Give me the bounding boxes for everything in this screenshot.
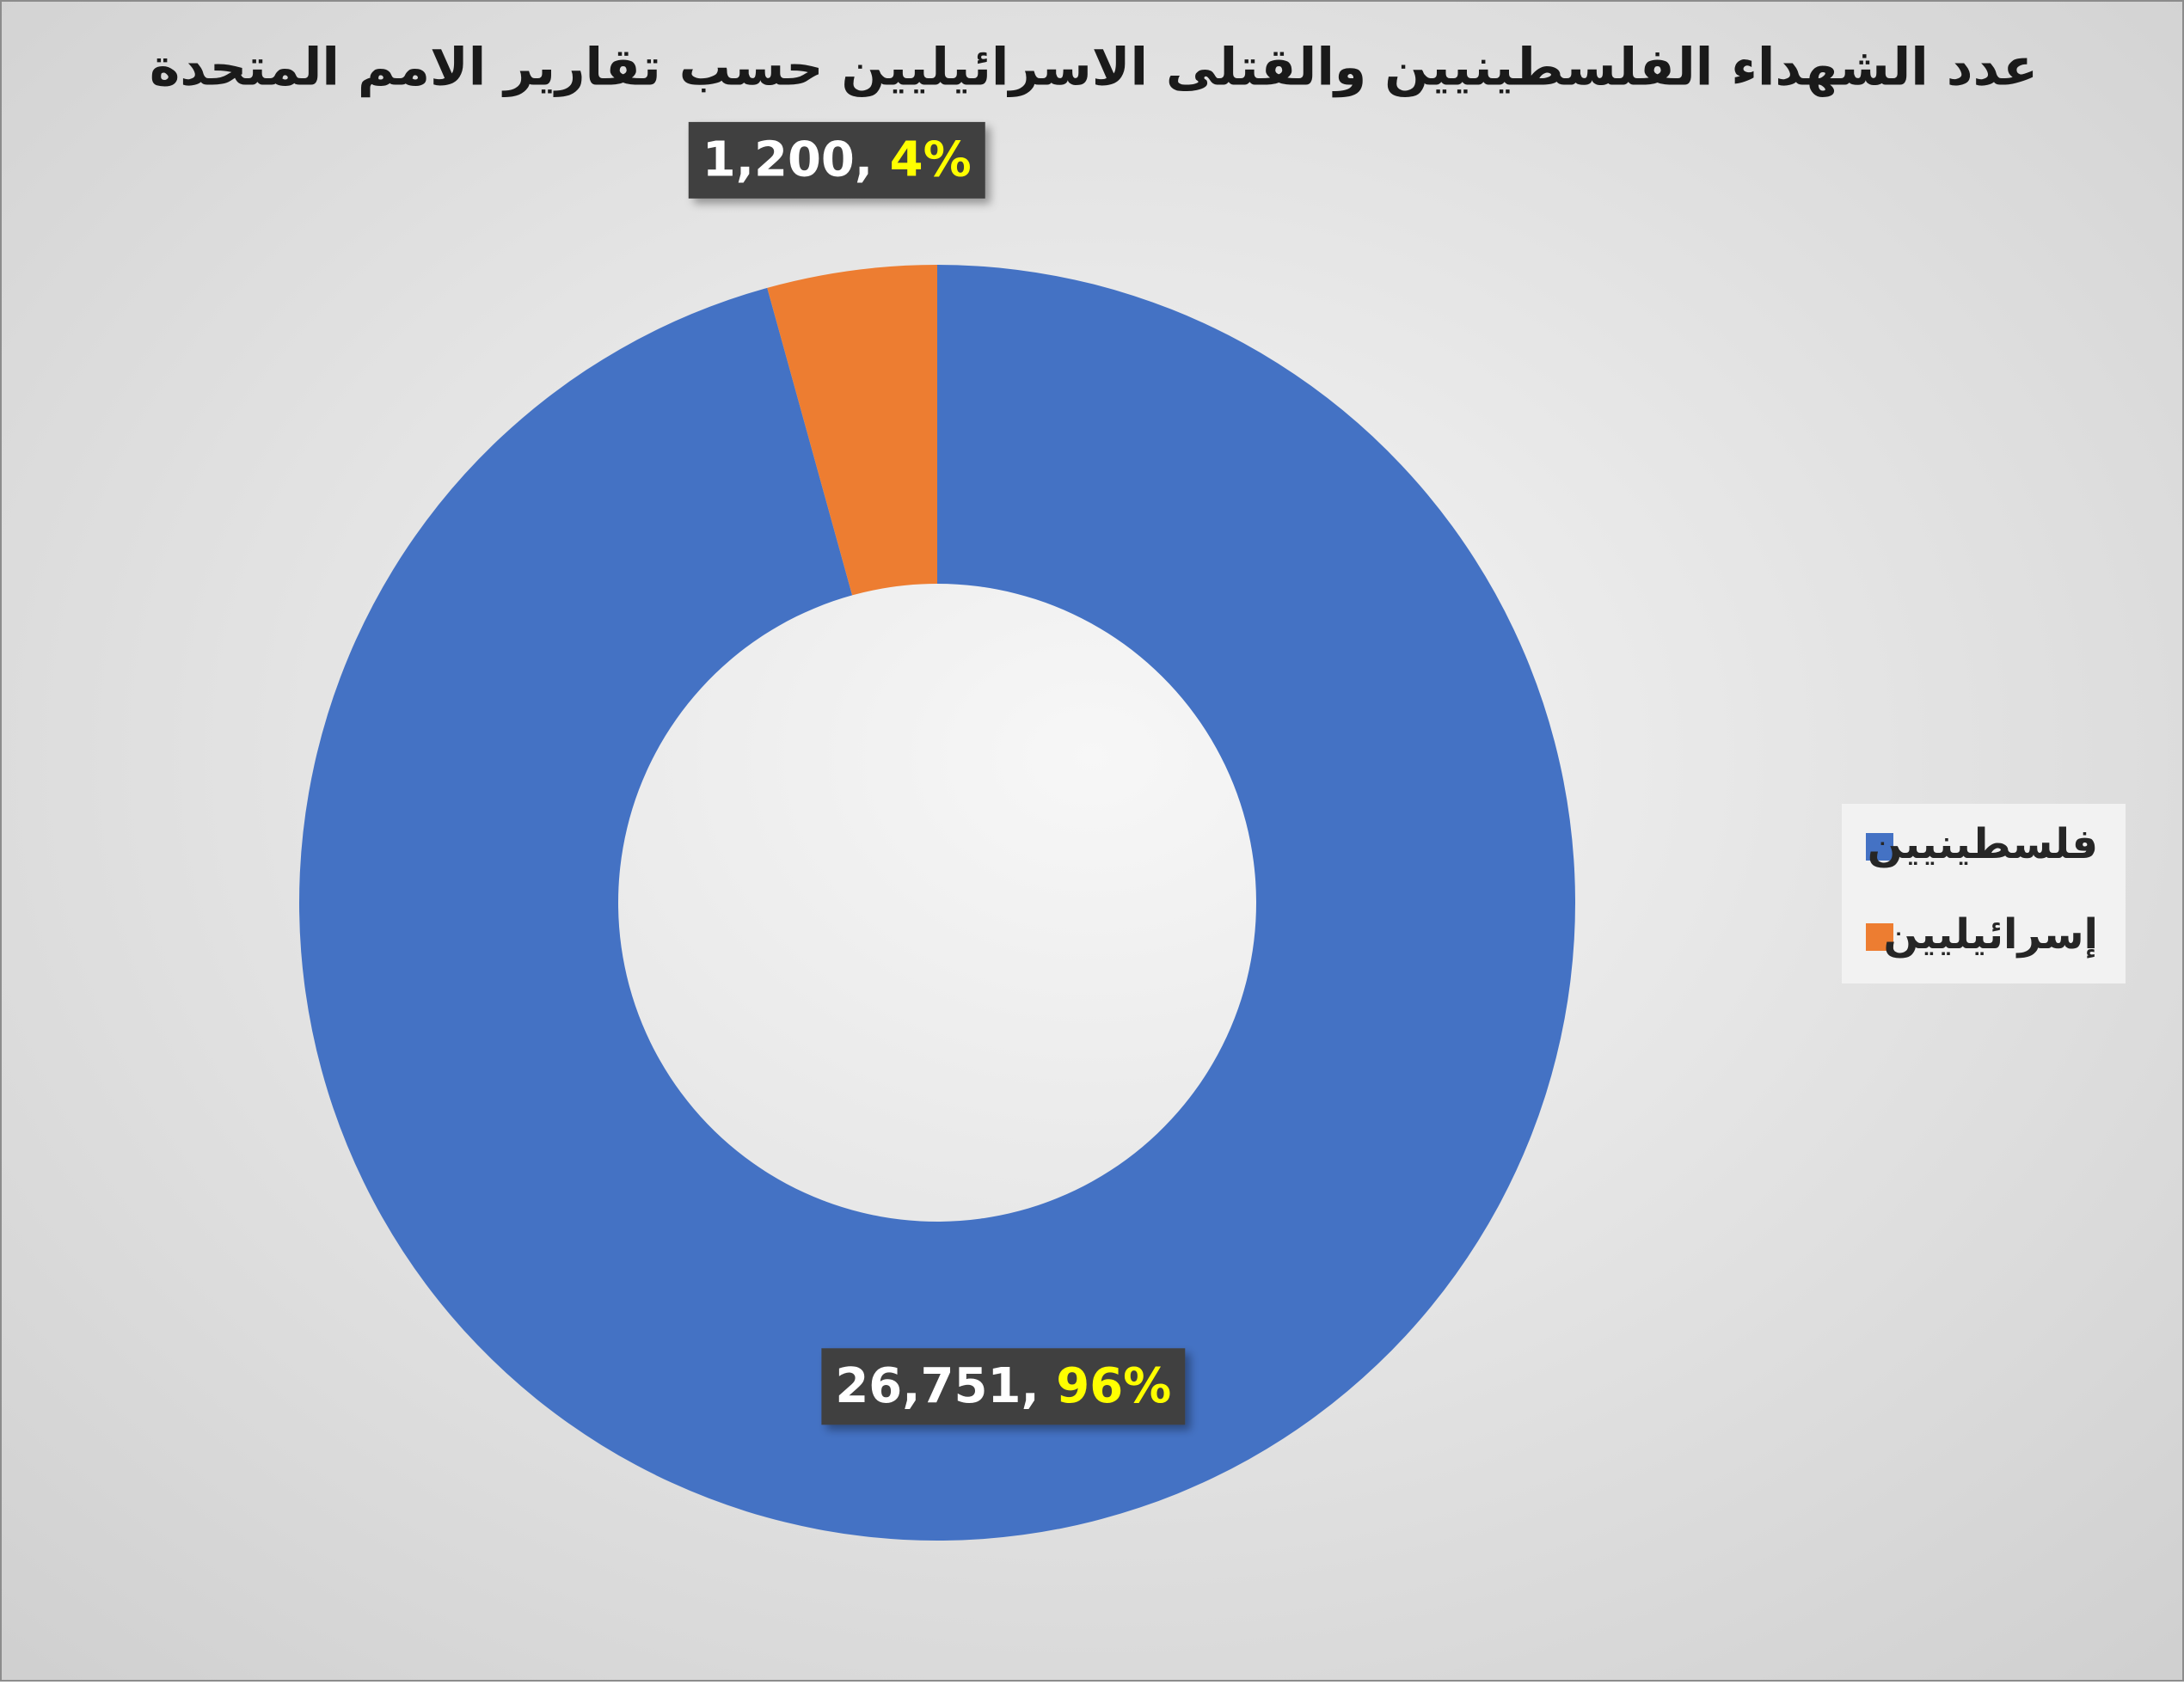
label-separator: , <box>855 132 890 188</box>
data-label-box <box>688 121 985 199</box>
chart-title: عدد الشهداء الفلسطينيين والقتلى الاسرائي… <box>150 38 2038 98</box>
percent-label: 4% <box>890 132 972 188</box>
label-separator: , <box>1021 1358 1056 1414</box>
legend-label: فلسطينيين <box>1868 820 2098 868</box>
data-label: 26,751, 96% <box>821 1348 1186 1425</box>
donut-slice <box>767 265 937 596</box>
value-label: 26,751 <box>835 1358 1021 1414</box>
percent-label: 96% <box>1056 1358 1171 1414</box>
value-label: 1,200 <box>702 132 855 188</box>
legend-swatch <box>1866 833 1893 861</box>
data-label-box <box>821 1348 1186 1425</box>
legend-swatch <box>1866 923 1893 951</box>
data-label-text: 26,751, 96% <box>835 1358 1171 1414</box>
legend-label: إسرائيليين <box>1883 910 2098 959</box>
donut-slice <box>299 265 1576 1541</box>
data-label: 1,200, 4% <box>688 121 985 199</box>
data-label-text: 1,200, 4% <box>702 132 972 188</box>
